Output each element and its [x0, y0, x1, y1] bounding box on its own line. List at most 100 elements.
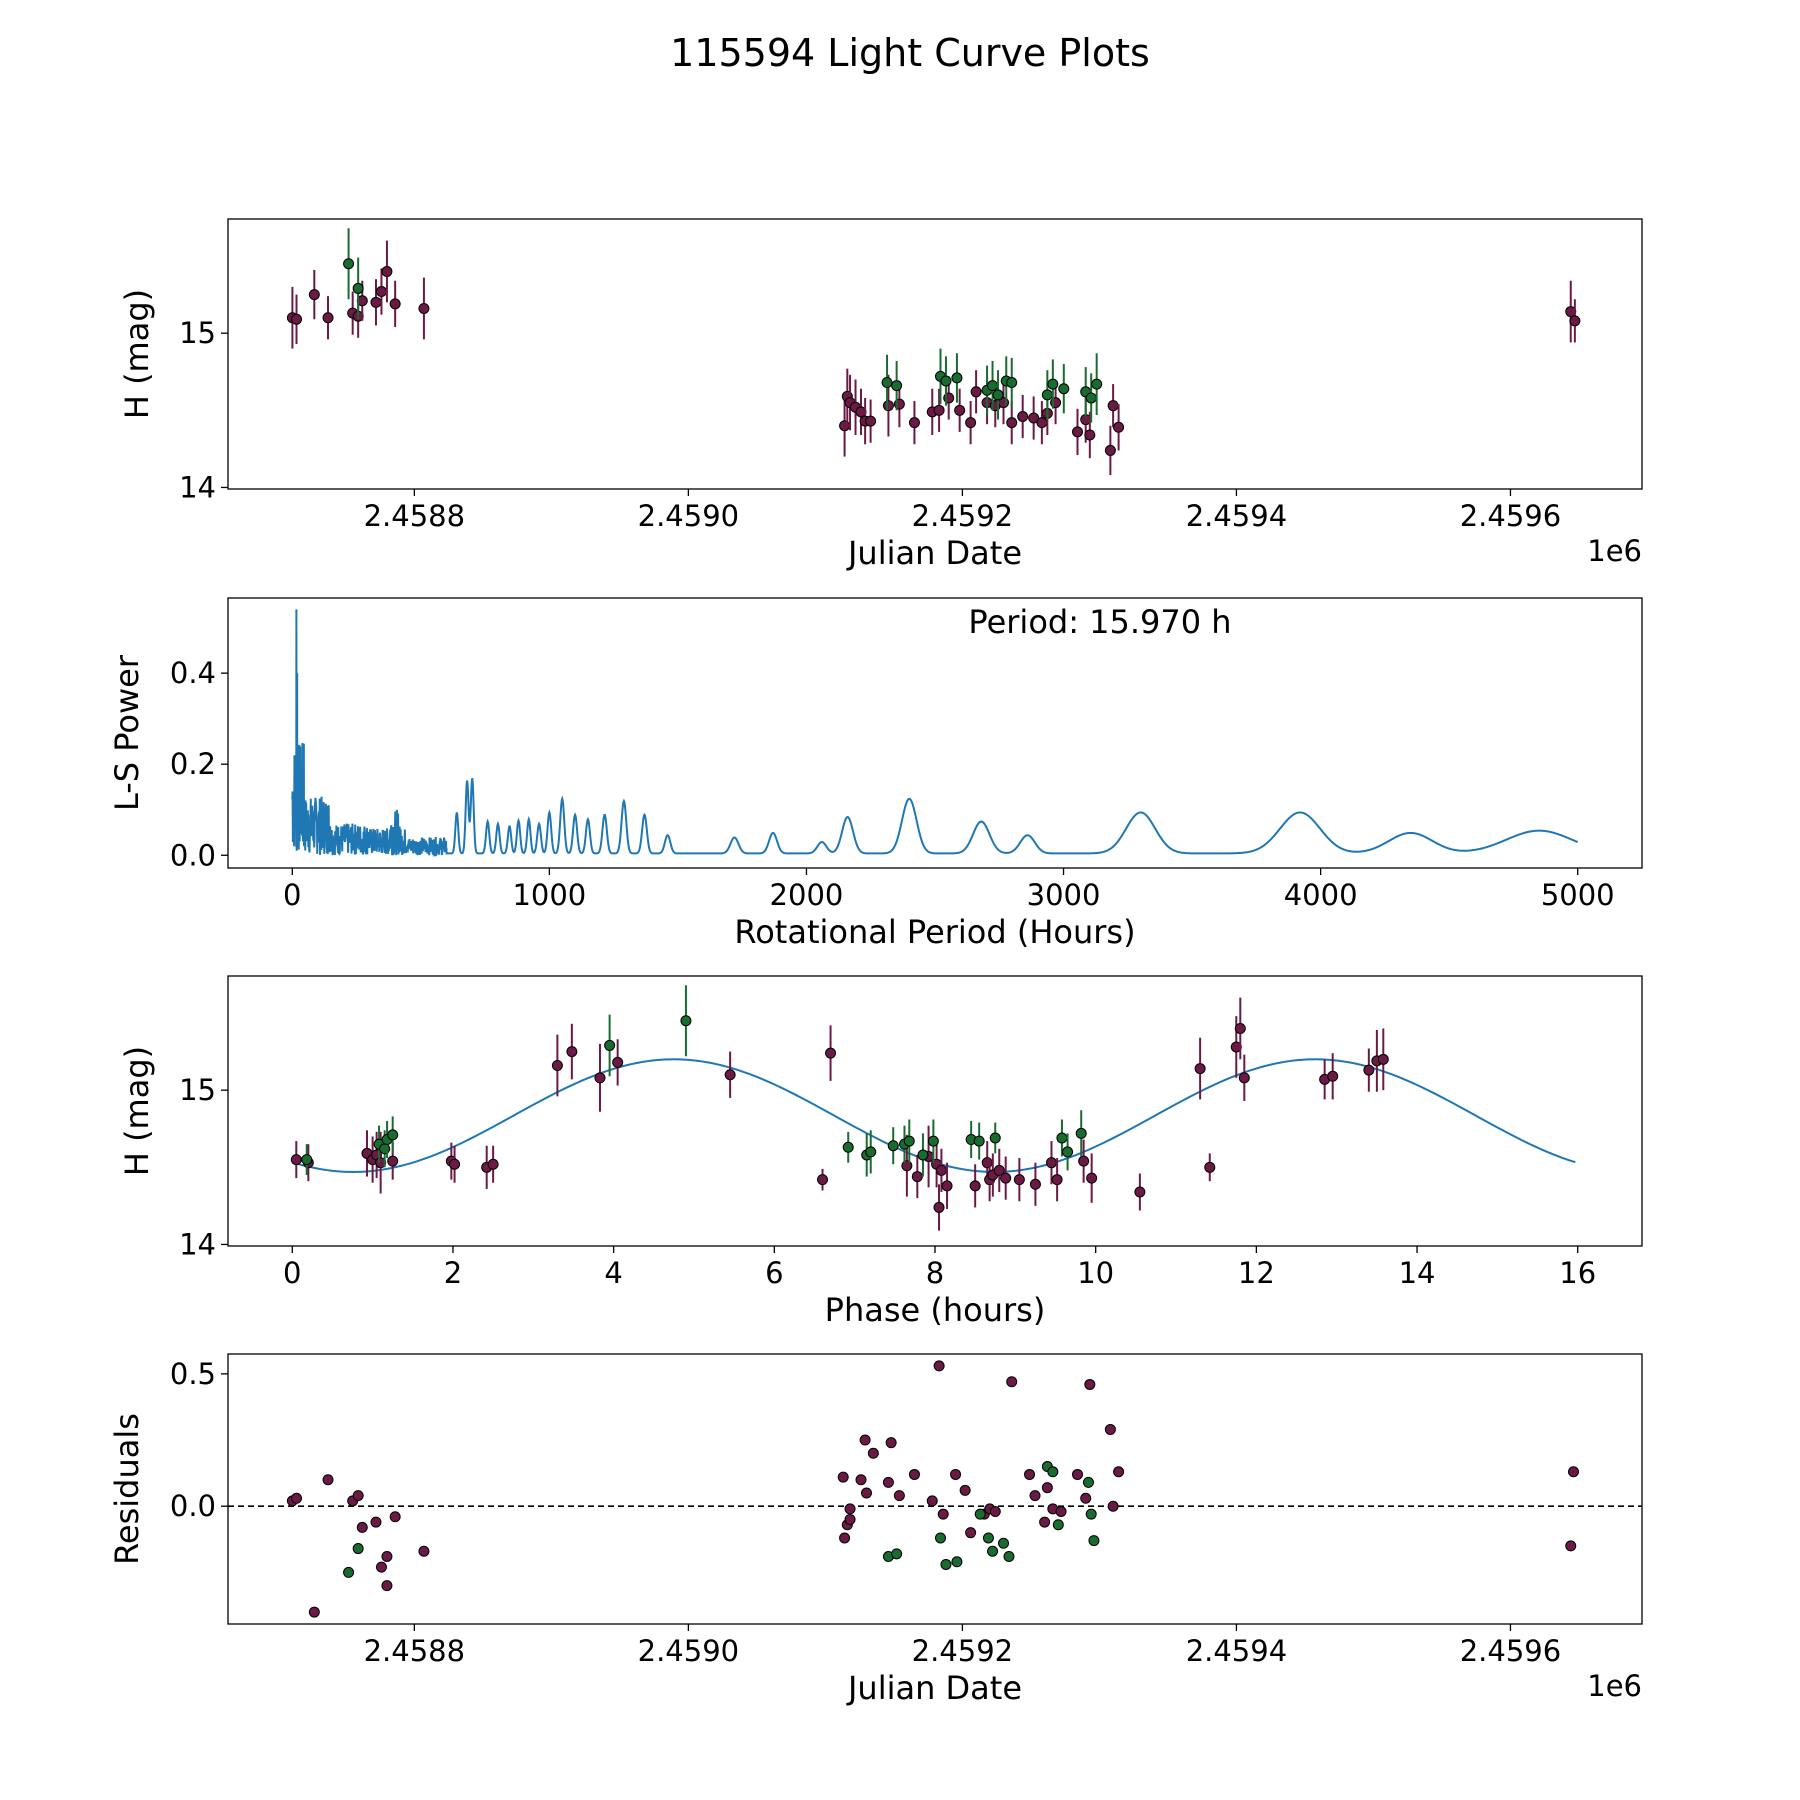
maroon-point	[1234, 1022, 1246, 1034]
lightcurve-plot-area	[286, 228, 1581, 476]
y-tick-label: 0.2	[170, 747, 216, 781]
x-tick-label: 0	[283, 878, 301, 912]
maroon-point	[1194, 1063, 1206, 1075]
x-tick-label: 14	[1399, 1256, 1436, 1290]
y-tick-label: 0.0	[170, 838, 216, 872]
x-axis-label: Julian Date	[846, 1669, 1022, 1707]
maroon-point	[291, 1492, 303, 1504]
maroon-point	[1104, 444, 1116, 456]
y-tick-label: 14	[179, 1227, 216, 1261]
residuals-plot-area	[228, 1360, 1642, 1618]
green-point	[1082, 1476, 1094, 1488]
maroon-point	[381, 1551, 393, 1562]
x-tick-label: 2.4592	[912, 1634, 1013, 1668]
x-tick-label: 2	[444, 1256, 462, 1290]
maroon-point	[1039, 1516, 1051, 1528]
green-point	[1041, 389, 1053, 401]
x-tick-label: 4000	[1284, 878, 1358, 912]
maroon-point	[1036, 417, 1048, 429]
green-point	[887, 1140, 899, 1152]
maroon-point	[487, 1158, 499, 1170]
maroon-point	[1078, 1155, 1090, 1167]
x-axis-label: Julian Date	[846, 534, 1022, 572]
green-point	[974, 1508, 986, 1520]
maroon-point	[1006, 1376, 1018, 1388]
maroon-point	[893, 1490, 905, 1502]
maroon-point	[1107, 1500, 1119, 1512]
maroon-point	[612, 1056, 624, 1068]
x-offset-text: 1e6	[1587, 1669, 1642, 1703]
maroon-point	[882, 1476, 894, 1488]
maroon-point	[926, 1495, 938, 1507]
maroon-point	[933, 1360, 945, 1372]
green-point	[1085, 392, 1097, 404]
x-tick-label: 2000	[770, 878, 844, 912]
maroon-point	[1084, 1378, 1096, 1390]
green-point	[992, 389, 1004, 401]
green-point	[881, 377, 893, 389]
maroon-point	[381, 1580, 393, 1592]
maroon-point	[867, 1447, 879, 1459]
x-tick-label: 8	[926, 1256, 944, 1290]
x-tick-label: 2.4588	[364, 1634, 465, 1668]
green-point	[998, 1537, 1010, 1549]
x-tick-label: 2.4596	[1460, 499, 1561, 533]
green-point	[842, 1141, 854, 1153]
green-point	[903, 1135, 915, 1147]
green-point	[951, 1556, 963, 1568]
green-point	[1058, 383, 1070, 395]
maroon-point	[308, 1606, 320, 1618]
maroon-point	[1104, 1423, 1116, 1435]
green-point	[989, 1132, 1001, 1144]
maroon-point	[1377, 1053, 1389, 1065]
residuals-frame	[227, 1353, 1643, 1625]
green-point	[1047, 1466, 1059, 1478]
maroon-point	[839, 1532, 851, 1544]
green-point	[987, 1545, 999, 1557]
maroon-point	[418, 1545, 430, 1557]
x-tick-label: 6	[765, 1256, 783, 1290]
maroon-point	[1567, 1466, 1579, 1478]
maroon-point	[860, 1487, 872, 1499]
phased-plot-area	[290, 985, 1576, 1231]
maroon-point	[1029, 1178, 1041, 1190]
x-offset-text: 1e6	[1587, 534, 1642, 568]
maroon-point	[1028, 412, 1040, 424]
maroon-point	[865, 415, 877, 427]
x-axis-label: Phase (hours)	[825, 1291, 1046, 1329]
maroon-point	[356, 1521, 368, 1533]
green-point	[891, 380, 903, 392]
figure-title: 115594 Light Curve Plots	[670, 31, 1150, 75]
green-point	[934, 1532, 946, 1544]
maroon-point	[954, 404, 966, 416]
green-point	[940, 375, 952, 387]
maroon-point	[322, 312, 334, 324]
lightcurve-panel: 2.4588 2.4590 2.4592 2.4594 2.4596 14 15 Julian…	[118, 218, 1643, 572]
maroon-point	[825, 1047, 837, 1059]
maroon-point	[1013, 1174, 1025, 1186]
green-point	[387, 1129, 399, 1141]
maroon-point	[1107, 400, 1119, 412]
maroon-point	[901, 1160, 913, 1172]
x-tick-label: 2.4592	[912, 499, 1013, 533]
periodogram-panel: Period: 15.970 h 0 1000 2000 3000 4000 5000 0.0…	[108, 597, 1643, 951]
maroon-point	[291, 313, 303, 325]
green-point	[604, 1039, 616, 1051]
green-point	[1047, 378, 1059, 390]
green-point	[940, 1558, 952, 1570]
maroon-point	[375, 1561, 387, 1573]
green-point	[343, 1566, 355, 1578]
panels: 2.4588 2.4590 2.4592 2.4594 2.4596 14 15 Julian…	[108, 218, 1643, 1707]
maroon-point	[1017, 410, 1029, 422]
maroon-point	[1086, 1172, 1098, 1184]
maroon-point	[937, 1508, 949, 1520]
maroon-point	[308, 289, 320, 301]
green-point	[927, 1135, 939, 1147]
maroon-point	[882, 400, 894, 412]
maroon-point	[933, 1201, 945, 1213]
maroon-point	[1238, 1072, 1250, 1084]
residuals-panel: 2.4588 2.4590 2.4592 2.4594 2.4596 0.0 0.5 Juli…	[108, 1353, 1643, 1707]
green-point	[865, 1146, 877, 1158]
maroon-point	[387, 1155, 399, 1167]
